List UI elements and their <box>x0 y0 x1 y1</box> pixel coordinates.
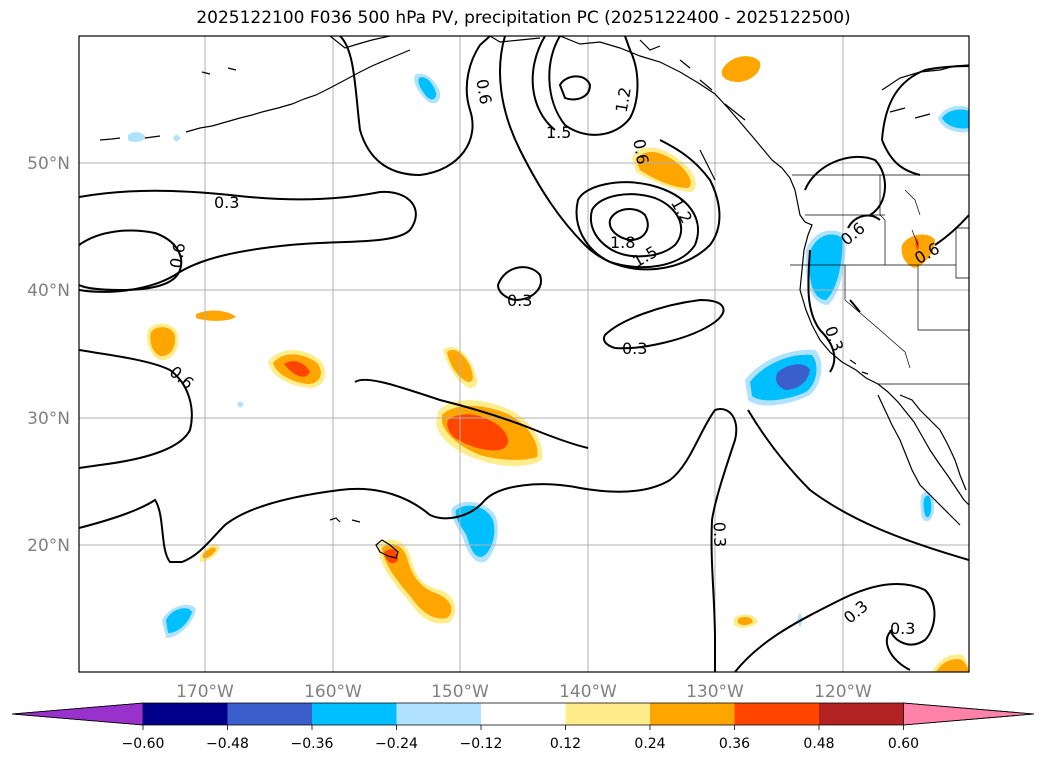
colorbar-extend-min <box>11 702 144 726</box>
colorbar-tick-label: −0.60 <box>122 736 165 752</box>
colorbar-segment <box>143 703 228 725</box>
lon-label: 150°W <box>431 682 489 702</box>
lon-labels: 170°W 160°W 150°W 140°W 130°W 120°W <box>176 682 872 702</box>
contour-label: 0.6 <box>629 138 652 166</box>
contour-label: 0.6 <box>166 241 189 269</box>
map-area <box>79 36 969 672</box>
colorbar-tick-label: −0.12 <box>460 736 503 752</box>
graticule <box>79 36 969 672</box>
colorbar-segment <box>650 703 735 725</box>
colorbar: −0.60 −0.48 −0.36 −0.24 −0.12 0.12 0.24 … <box>11 702 1035 752</box>
contour-label: 1.8 <box>610 233 635 252</box>
colorbar-segment <box>481 703 566 725</box>
lon-label: 170°W <box>176 682 234 702</box>
colorbar-tick-label: 0.12 <box>550 736 581 752</box>
contour-label: 1.5 <box>546 123 571 142</box>
lon-label: 130°W <box>686 682 744 702</box>
contour-label: 0.3 <box>507 291 532 310</box>
map-frame <box>78 35 970 673</box>
contour-label: 0.6 <box>472 78 495 106</box>
lon-label: 160°W <box>304 682 362 702</box>
lat-label: 40°N <box>27 281 70 301</box>
colorbar-tick-label: 0.48 <box>803 736 834 752</box>
colorbar-segment <box>227 703 312 725</box>
colorbar-tick-label: 0.24 <box>634 736 665 752</box>
contour-label: 0.3 <box>214 193 239 212</box>
colorbar-extend-max <box>903 702 1035 726</box>
colorbar-tick-label: −0.24 <box>375 736 418 752</box>
contour-label: 0.3 <box>890 619 915 638</box>
coastlines <box>99 36 969 559</box>
lat-label: 20°N <box>27 536 70 556</box>
colorbar-segment <box>734 703 819 725</box>
precipitation-shading <box>128 56 969 672</box>
lat-label: 50°N <box>27 154 70 174</box>
contour-label: 1.2 <box>612 86 635 114</box>
colorbar-segment <box>396 703 481 725</box>
lat-labels: 50°N 40°N 30°N 20°N <box>27 154 70 556</box>
colorbar-segment <box>565 703 650 725</box>
lon-label: 140°W <box>559 682 617 702</box>
lat-label: 30°N <box>27 409 70 429</box>
pv-contours <box>79 36 969 672</box>
colorbar-tick-label: 0.36 <box>719 736 750 752</box>
lon-label: 120°W <box>814 682 872 702</box>
colorbar-tick-label: −0.48 <box>206 736 249 752</box>
contour-label: 0.3 <box>622 339 647 358</box>
colorbar-segment <box>312 703 397 725</box>
colorbar-tick-label: 0.60 <box>888 736 919 752</box>
map-title: 2025122100 F036 500 hPa PV, precipitatio… <box>196 8 851 28</box>
contour-label: 0.3 <box>710 521 730 547</box>
state-borders <box>790 174 969 385</box>
colorbar-segment <box>819 703 904 725</box>
colorbar-tick-label: −0.36 <box>291 736 334 752</box>
